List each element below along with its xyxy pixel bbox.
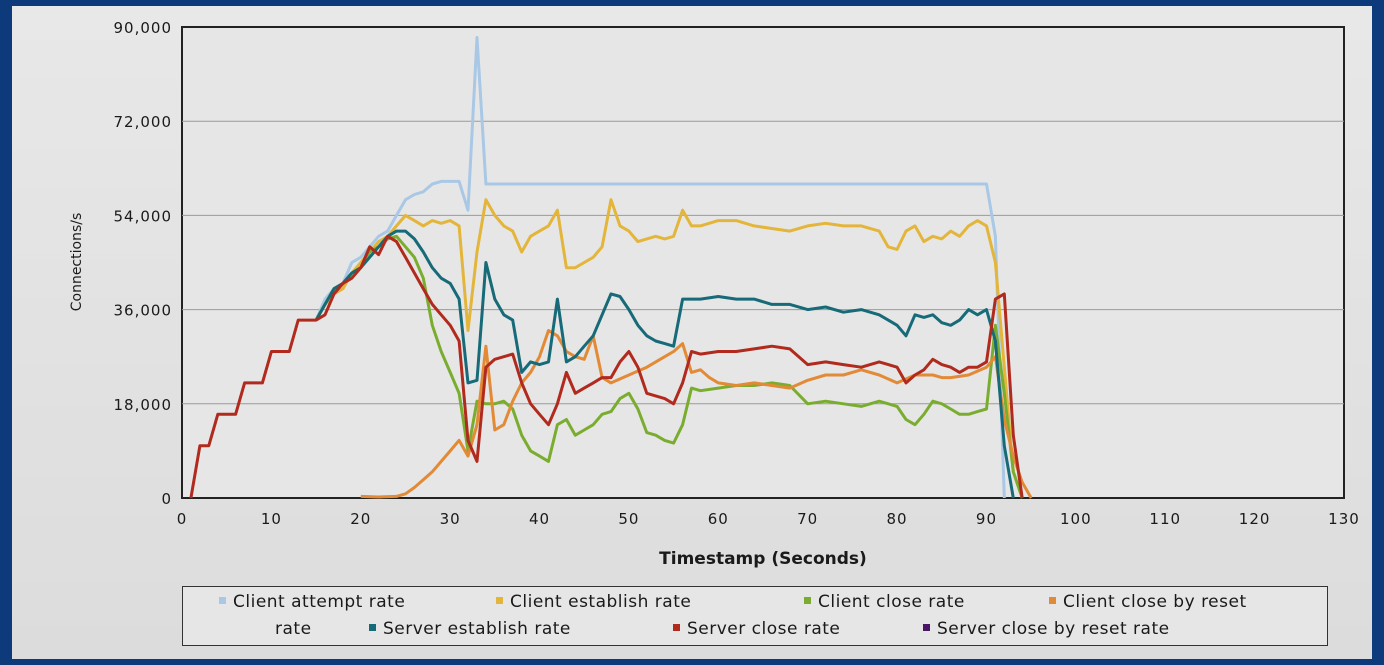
y-tick-label: 90,000 bbox=[114, 19, 173, 37]
x-tick-label: 100 bbox=[1060, 510, 1092, 528]
x-tick-label: 20 bbox=[350, 510, 371, 528]
x-tick-label: 110 bbox=[1149, 510, 1181, 528]
chart: 0 10 20 30 40 50 60 70 80 90 100 110 120 130 0 18,000 3… bbox=[69, 19, 1360, 569]
legend-swatch bbox=[804, 596, 811, 604]
legend-label: Client close by reset bbox=[1063, 592, 1247, 612]
series-line-server-close-rate bbox=[189, 234, 1024, 499]
series-line-client-close-by-reset-rate bbox=[360, 329, 1033, 499]
legend-label: Server close rate bbox=[687, 619, 841, 639]
legend-label: Server establish rate bbox=[383, 619, 571, 639]
legend-label: rate bbox=[275, 619, 312, 639]
x-tick-label: 60 bbox=[708, 510, 729, 528]
x-tick-label: 50 bbox=[618, 510, 639, 528]
y-tick-label: 0 bbox=[161, 490, 172, 508]
legend-swatch bbox=[369, 623, 376, 631]
x-axis-ticks: 0 10 20 30 40 50 60 70 80 90 100 110 120 130 bbox=[177, 510, 1360, 528]
legend-item-continuation: rate bbox=[275, 619, 312, 639]
legend-item: Server close rate bbox=[673, 619, 840, 639]
x-tick-label: 120 bbox=[1239, 510, 1271, 528]
y-tick-label: 36,000 bbox=[114, 302, 173, 320]
series-lines bbox=[189, 36, 1033, 499]
x-tick-label: 90 bbox=[976, 510, 997, 528]
legend-label: Client attempt rate bbox=[233, 592, 406, 612]
legend-swatch bbox=[673, 623, 680, 631]
y-axis-title: Connections/s bbox=[69, 213, 85, 312]
legend-item: Server establish rate bbox=[369, 619, 571, 639]
x-tick-label: 40 bbox=[529, 510, 550, 528]
y-axis-ticks: 0 18,000 36,000 54,000 72,000 90,000 bbox=[114, 19, 173, 508]
plot-area bbox=[181, 26, 1345, 499]
gridlines bbox=[182, 120, 1344, 405]
legend-swatch bbox=[496, 596, 503, 604]
series-line-server-establish-rate bbox=[314, 229, 1015, 499]
legend-item: Client close rate bbox=[804, 592, 965, 612]
legend-label: Server close by reset rate bbox=[937, 619, 1170, 639]
legend-item: Server close by reset rate bbox=[923, 619, 1170, 639]
series-line-client-close-rate bbox=[314, 234, 1024, 499]
y-tick-label: 72,000 bbox=[114, 113, 173, 131]
legend-swatch bbox=[219, 596, 226, 604]
legend-swatch bbox=[1049, 596, 1056, 604]
y-tick-label: 18,000 bbox=[114, 396, 173, 414]
legend-item: Client attempt rate bbox=[219, 592, 405, 612]
legend-label: Client establish rate bbox=[510, 592, 692, 612]
legend-item: Client establish rate bbox=[496, 592, 691, 612]
series-line-client-attempt-rate bbox=[314, 36, 1006, 499]
x-tick-label: 10 bbox=[261, 510, 282, 528]
x-axis-title: Timestamp (Seconds) bbox=[659, 549, 867, 569]
x-tick-label: 130 bbox=[1328, 510, 1360, 528]
series-line-client-establish-rate bbox=[314, 198, 1024, 499]
legend-label: Client close rate bbox=[818, 592, 965, 612]
x-tick-label: 0 bbox=[177, 510, 188, 528]
chart-legend: Client attempt rate Client establish rat… bbox=[182, 586, 1328, 646]
x-tick-label: 80 bbox=[887, 510, 908, 528]
x-tick-label: 70 bbox=[797, 510, 818, 528]
x-tick-label: 30 bbox=[440, 510, 461, 528]
chart-frame: 0 10 20 30 40 50 60 70 80 90 100 110 120 130 0 18,000 3… bbox=[12, 6, 1372, 659]
legend-item: Client close by reset bbox=[1049, 592, 1247, 612]
y-tick-label: 54,000 bbox=[114, 207, 173, 225]
legend-swatch bbox=[923, 623, 930, 631]
